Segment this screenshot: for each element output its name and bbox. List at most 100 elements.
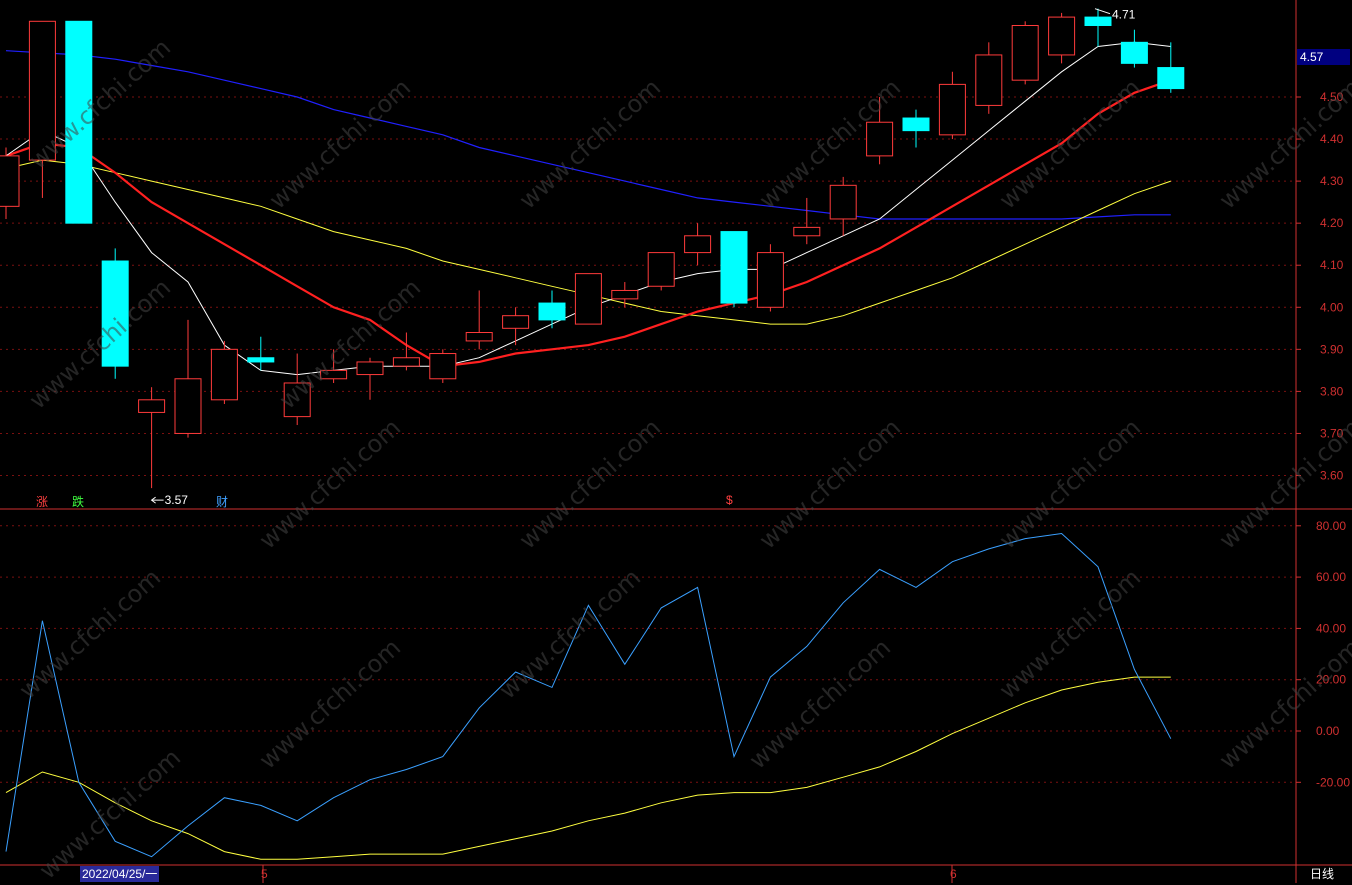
candle [1084,8,1112,47]
candle [1048,12,1076,64]
candle-body-up [320,369,348,380]
candle-body-up [0,155,20,207]
period-label[interactable]: 日线 [1310,867,1335,881]
candle [283,353,311,426]
candle-body-up [356,361,384,376]
candle [392,332,420,371]
candle [793,197,821,245]
candle-body-up [283,382,311,418]
crosshair-date-tag: 2022/04/25/一 [80,866,160,882]
candle [684,223,712,266]
candle-body-down [1084,16,1112,27]
candle-body-up [756,252,784,308]
candle [866,97,894,165]
indicator-yellow-path [5,676,1171,860]
candle [247,336,275,371]
current-price-tag: 4.57 [1297,49,1350,65]
price-tick-label: 4.10 [1320,258,1344,272]
candle-body-up [174,378,202,434]
event-marker[interactable]: 跌 [72,495,85,509]
candle-body-up [866,121,894,157]
candle [28,20,56,198]
candle-body-up [392,357,420,367]
candle [502,307,530,346]
low-annotation-label: 3.57 [165,493,189,507]
candle-body-up [502,315,530,329]
candle-body-up [465,332,493,342]
candle-body-up [611,289,639,300]
price-tick-label: 4.30 [1320,174,1344,188]
candle-body-down [65,20,93,224]
candle [647,252,675,291]
candle [720,231,748,308]
candle-body-up [210,348,238,401]
indicator-tick-label: -20.00 [1316,775,1350,789]
price-tick-label: 4.20 [1320,216,1344,230]
candle [756,244,784,312]
candle-body-down [538,302,566,321]
event-marker[interactable]: $ [726,493,733,507]
price-tick-label: 4.00 [1320,300,1344,314]
month-label-may: 5 [261,867,268,881]
candle-body-up [793,226,821,237]
event-marker[interactable]: 财 [216,495,229,509]
month-label-june: 6 [950,867,957,881]
candle [611,282,639,308]
candle [938,71,966,140]
candle-body-down [1120,41,1148,64]
price-tick-label: 3.60 [1320,469,1344,483]
candlestick-series[interactable] [0,8,1185,489]
candle-body-up [938,83,966,136]
indicator-tick-label: 60.00 [1316,570,1346,584]
ma-red-path [5,79,1172,368]
indicator-main-line [5,532,1172,858]
candle [65,20,93,224]
candle [0,147,20,219]
candle [429,349,457,383]
candle [574,273,602,325]
price-tick-label: 4.50 [1320,90,1344,104]
high-annotation-label: 4.71 [1112,8,1136,22]
candle [829,176,857,236]
price-tick-label: 3.80 [1320,384,1344,398]
price-tick-label: 3.90 [1320,342,1344,356]
candle-body-up [28,20,56,161]
candle-body-up [647,252,675,287]
candle [975,42,1003,114]
candle [138,387,166,489]
candle-body-up [138,399,166,413]
candle [320,349,348,383]
ma-blue-line [5,50,1171,220]
candle [1157,42,1185,93]
candle-body-down [1157,67,1185,90]
indicator-tick-label: 40.00 [1316,621,1346,635]
candle [465,290,493,350]
candle [1120,29,1148,68]
ma-red-line [5,79,1172,368]
candle [174,319,202,438]
candle-body-down [101,260,129,367]
price-tick-label: 3.70 [1320,426,1344,440]
event-marker[interactable]: 涨 [36,495,49,509]
candle [538,290,566,329]
indicator-tick-label: 20.00 [1316,673,1346,687]
candle-body-up [429,353,457,380]
candle [101,248,129,379]
candle-body-up [1048,16,1076,56]
candle [902,109,930,148]
ma-blue-path [5,50,1171,220]
candle-body-up [1011,25,1039,81]
candle-body-up [975,54,1003,106]
axes: 4.50 4.40 4.30 4.20 4.10 4.00 3.90 3.80 3.70 3.60… [262,90,1350,883]
candle-body-up [684,235,712,254]
candle [356,357,384,400]
indicator-tick-label: 0.00 [1316,724,1340,738]
low-annotation-arrowhead [150,496,156,504]
indicator-signal-line [5,676,1171,860]
candle [1011,21,1039,85]
candle-body-down [720,231,748,304]
candle-body-down [247,357,275,363]
candle-body-down [902,117,930,132]
